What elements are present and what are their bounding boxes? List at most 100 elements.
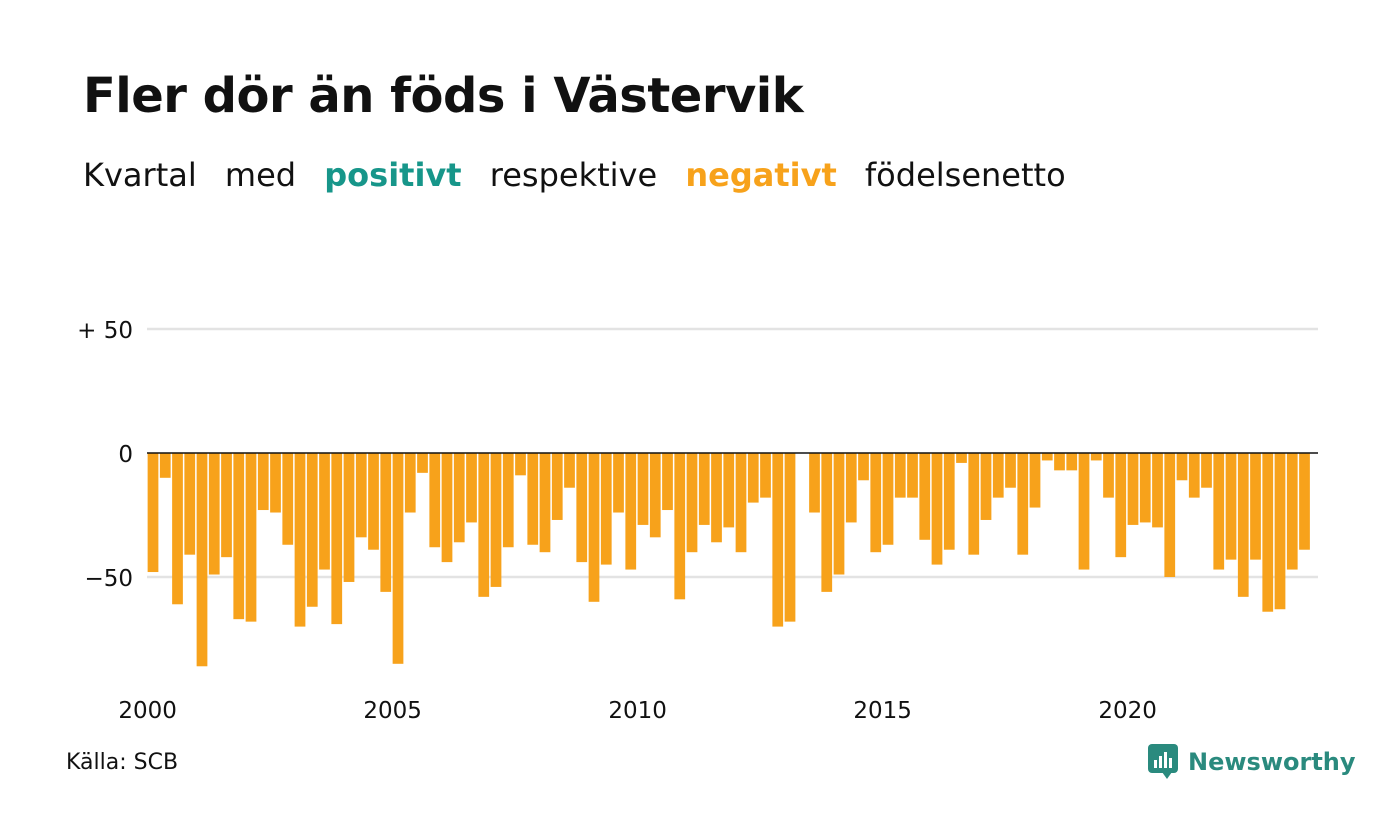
bar — [147, 453, 159, 573]
bar — [478, 453, 490, 597]
bar — [355, 453, 367, 538]
bar — [270, 453, 281, 513]
logo-text: Newsworthy — [1188, 748, 1356, 776]
bar — [588, 453, 600, 602]
bar — [747, 453, 759, 503]
bar — [919, 453, 931, 540]
grid-layer — [147, 327, 1318, 579]
bar — [821, 453, 833, 592]
bar — [613, 453, 624, 513]
bar — [674, 453, 686, 600]
bar — [735, 453, 747, 553]
bar — [809, 453, 820, 513]
bar — [441, 453, 453, 563]
bar — [1262, 453, 1274, 612]
bar — [1152, 453, 1163, 528]
bar — [760, 453, 771, 498]
bar — [1090, 453, 1102, 461]
bar — [858, 453, 869, 481]
bar — [502, 453, 514, 548]
bar — [404, 453, 416, 513]
bar — [515, 453, 526, 476]
subtitle-positive-label: positivt — [324, 156, 462, 194]
subtitle-word: födelsenetto — [864, 156, 1066, 194]
bar — [282, 453, 294, 545]
bar — [539, 453, 551, 553]
newsworthy-logo: Newsworthy — [1148, 744, 1356, 780]
bar — [490, 453, 502, 587]
bar — [429, 453, 441, 548]
bar — [159, 453, 171, 478]
bar — [466, 453, 477, 523]
bar — [882, 453, 894, 545]
x-tick-label: 2020 — [1098, 698, 1157, 724]
bar — [833, 453, 845, 575]
bar — [1103, 453, 1114, 498]
bar — [1164, 453, 1176, 577]
bar — [662, 453, 673, 511]
bar — [196, 453, 208, 667]
bar — [784, 453, 796, 622]
bar — [392, 453, 404, 664]
x-tick-label: 2000 — [118, 698, 177, 724]
bar — [980, 453, 992, 520]
bar — [723, 453, 735, 528]
bar — [968, 453, 980, 555]
bar — [221, 453, 232, 558]
subtitle-word: med — [224, 156, 297, 194]
bar — [698, 453, 710, 525]
bar — [1188, 453, 1200, 498]
chart-title: Fler dör än föds i Västervik — [83, 68, 804, 124]
source-note: Källa: SCB — [66, 750, 179, 775]
bar — [1274, 453, 1286, 610]
x-tick-label: 2015 — [853, 698, 912, 724]
bar — [233, 453, 245, 620]
bar — [1139, 453, 1151, 523]
y-tick-label: 0 — [118, 442, 133, 468]
bar — [1115, 453, 1127, 558]
bar — [600, 453, 612, 565]
x-tick-label: 2005 — [363, 698, 422, 724]
bar — [956, 453, 967, 463]
bar — [686, 453, 698, 553]
bar — [1201, 453, 1212, 488]
y-tick-label: + 50 — [77, 318, 133, 344]
bar — [208, 453, 220, 575]
bar — [1237, 453, 1249, 597]
bar — [1029, 453, 1041, 508]
bar-layer — [147, 453, 1310, 667]
bar — [453, 453, 465, 543]
bar — [931, 453, 943, 565]
bar — [245, 453, 257, 622]
bar — [1041, 453, 1053, 461]
bar — [772, 453, 784, 627]
bar — [576, 453, 588, 563]
bar — [527, 453, 539, 545]
bar — [294, 453, 306, 627]
subtitle-negative-label: negativt — [685, 156, 837, 194]
x-tick-label: 2010 — [608, 698, 667, 724]
axis-layer: + 50 0 −50 2000 2005 2010 2015 2020 — [77, 318, 1318, 724]
bar — [1250, 453, 1261, 560]
bar — [417, 453, 428, 473]
bar — [1286, 453, 1298, 570]
subtitle-word: respektive — [489, 156, 658, 194]
bar — [368, 453, 379, 550]
bar — [564, 453, 575, 488]
bar — [343, 453, 355, 582]
bar — [870, 453, 882, 553]
bar — [1066, 453, 1078, 471]
bar — [306, 453, 318, 607]
bar — [894, 453, 906, 498]
subtitle-word: Kvartal — [83, 156, 197, 194]
bar — [845, 453, 857, 523]
bar — [711, 453, 722, 543]
bar — [1299, 453, 1310, 550]
bar — [625, 453, 637, 570]
bar — [1078, 453, 1090, 570]
bar — [1017, 453, 1029, 555]
bar — [907, 453, 918, 498]
bar — [1225, 453, 1237, 560]
bar — [1127, 453, 1139, 525]
bar — [943, 453, 955, 550]
